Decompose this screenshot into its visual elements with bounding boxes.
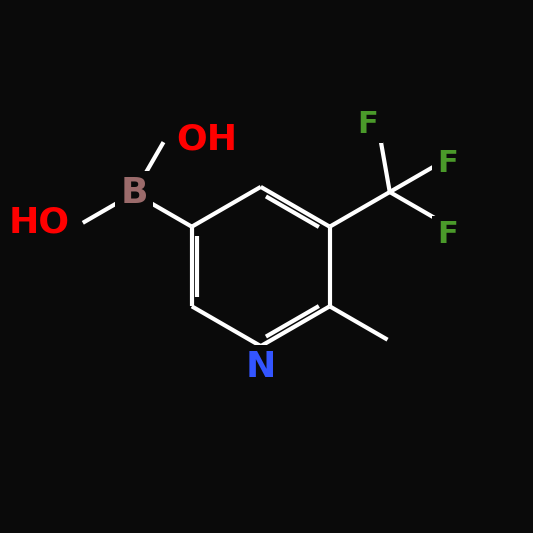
Text: F: F [358,110,378,139]
Text: F: F [437,149,457,178]
Text: HO: HO [9,206,70,240]
Text: B: B [120,176,148,211]
Text: N: N [246,350,276,384]
Text: F: F [437,220,457,249]
Text: OH: OH [176,123,238,157]
